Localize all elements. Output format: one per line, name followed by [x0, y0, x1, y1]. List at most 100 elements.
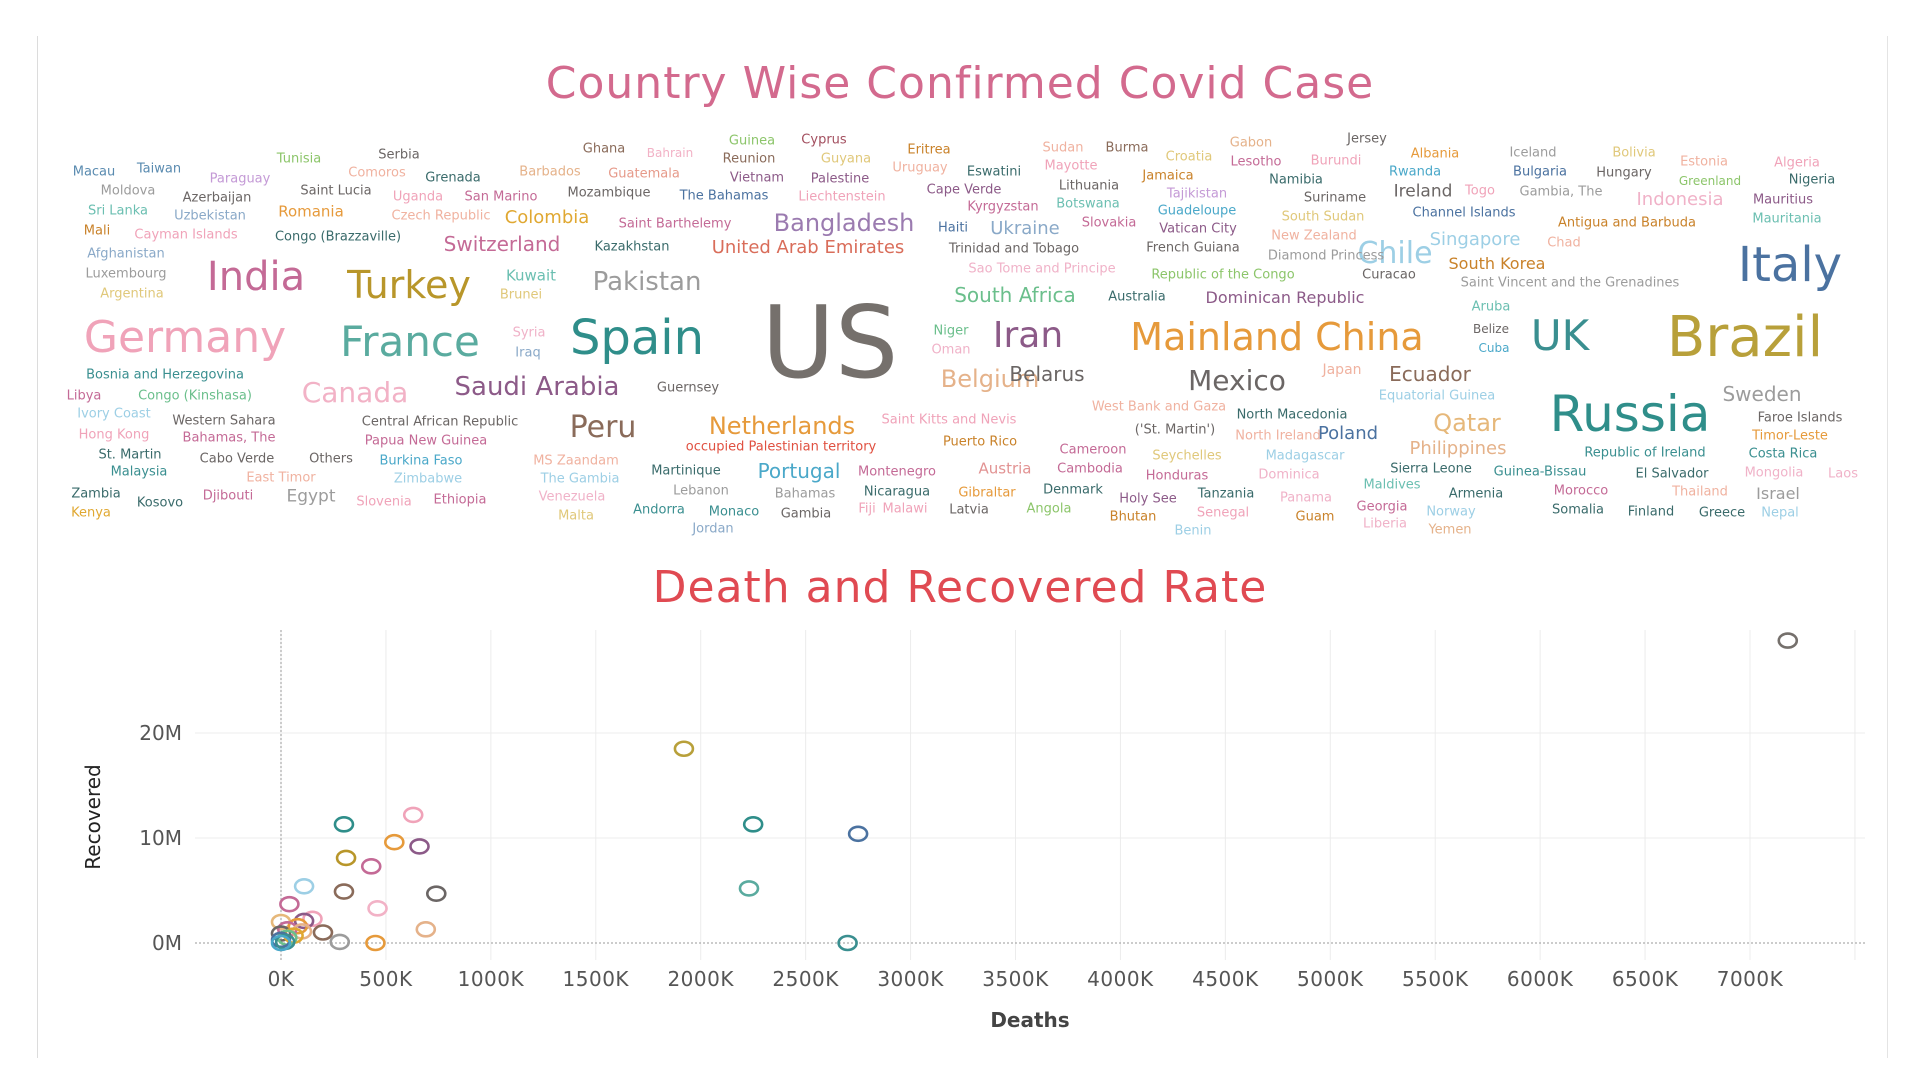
- wordcloud-word: Eritrea: [907, 142, 951, 158]
- x-tick-label: 5000K: [1297, 967, 1364, 991]
- wordcloud-word: Fiji: [858, 501, 876, 517]
- wordcloud-word: Chile: [1357, 236, 1433, 271]
- wordcloud-word: Belarus: [1009, 362, 1085, 386]
- wordcloud-word: Pakistan: [592, 267, 702, 297]
- wordcloud-word: Brazil: [1666, 305, 1824, 370]
- wordcloud-word: Indonesia: [1636, 189, 1724, 210]
- wordcloud-word: Panama: [1279, 490, 1333, 506]
- wordcloud-word: Thailand: [1672, 484, 1728, 500]
- wordcloud-word: Diamond Princess: [1267, 248, 1385, 264]
- wordcloud-word: Cambodia: [1057, 461, 1123, 477]
- scatter-point: [1777, 632, 1799, 649]
- wordcloud-word: Rwanda: [1388, 164, 1442, 180]
- frame-border-right: [1887, 36, 1888, 1058]
- scatter-point: [365, 934, 386, 952]
- wordcloud-word: Libya: [66, 388, 102, 404]
- wordcloud-word: Gambia: [780, 506, 832, 522]
- scatter-point: [293, 877, 315, 895]
- wordcloud-word: Georgia: [1356, 499, 1408, 515]
- wordcloud-word: West Bank and Gaza: [1091, 399, 1227, 415]
- wordcloud-word: Vietnam: [729, 170, 785, 186]
- x-tick-label: 4500K: [1192, 967, 1259, 991]
- wordcloud-word: Malta: [558, 508, 594, 524]
- wordcloud-word: Belize: [1473, 322, 1509, 336]
- wordcloud-word: Norway: [1426, 504, 1476, 520]
- x-tick-label: 7000K: [1717, 967, 1784, 991]
- wordcloud-word: Albania: [1410, 146, 1460, 162]
- wordcloud-word: Uzbekistan: [174, 208, 246, 224]
- wordcloud-word: Greenland: [1678, 174, 1742, 188]
- wordcloud-word: Malaysia: [110, 464, 168, 480]
- wordcloud-word: Angola: [1026, 501, 1072, 517]
- wordcloud-word: Peru: [569, 410, 637, 445]
- wordcloud-word: occupied Palestinian territory: [685, 439, 877, 455]
- wordcloud-word: Bosnia and Herzegovina: [86, 367, 244, 383]
- wordcloud-word: Singapore: [1429, 229, 1521, 250]
- wordcloud-word: Channel Islands: [1412, 205, 1516, 221]
- wordcloud-word: Qatar: [1433, 409, 1501, 437]
- wordcloud-word: Saint Vincent and the Grenadines: [1460, 275, 1680, 291]
- frame-border-left: [37, 36, 38, 1058]
- wordcloud-word: Ivory Coast: [77, 406, 151, 422]
- wordcloud-word: Cyprus: [801, 132, 847, 148]
- wordcloud-word: Andorra: [633, 502, 685, 518]
- wordcloud-word: South Africa: [954, 283, 1076, 307]
- scatter-point: [384, 833, 405, 851]
- x-tick-label: 1000K: [458, 967, 525, 991]
- wordcloud-word: France: [340, 317, 480, 366]
- wordcloud-word: Cabo Verde: [199, 451, 275, 467]
- wordcloud-word: Venezuela: [538, 489, 606, 505]
- wordcloud-word: Guinea-Bissau: [1493, 464, 1587, 480]
- wordcloud-word: Slovakia: [1081, 215, 1137, 231]
- wordcloud-word: Namibia: [1269, 172, 1323, 188]
- wordcloud-word: Slovenia: [356, 494, 412, 510]
- x-tick-label: 1500K: [563, 967, 630, 991]
- x-tick-label: 3000K: [877, 967, 944, 991]
- wordcloud-word: Jordan: [692, 521, 734, 537]
- x-tick-label: 6000K: [1507, 967, 1574, 991]
- wordcloud-word: Zambia: [71, 486, 121, 502]
- wordcloud-word: Tajikistan: [1166, 186, 1228, 202]
- wordcloud-word: Nicaragua: [863, 484, 931, 500]
- wordcloud-word: Equatorial Guinea: [1378, 388, 1496, 404]
- wordcloud-word: Burma: [1105, 140, 1149, 156]
- wordcloud-word: Mozambique: [567, 185, 651, 201]
- wordcloud-word: Sierra Leone: [1390, 461, 1472, 477]
- wordcloud-word: Saint Barthelemy: [618, 216, 732, 232]
- wordcloud-word: Lithuania: [1058, 178, 1120, 194]
- wordcloud-word: Russia: [1549, 385, 1711, 443]
- wordcloud-word: Faroe Islands: [1757, 410, 1843, 426]
- wordcloud-word: Egypt: [286, 486, 336, 507]
- wordcloud-word: Jersey: [1347, 131, 1387, 147]
- wordcloud-word: Dominica: [1258, 467, 1320, 483]
- death-recovered-scatter-chart: 0K 500K 1000K 1500K 2000K 2500K 3000K 3500K 4000…: [81, 630, 1865, 1032]
- wordcloud-word: Argentina: [100, 286, 164, 302]
- wordcloud-word: India: [206, 254, 306, 300]
- wordcloud-word: North Ireland: [1235, 428, 1321, 444]
- scatter-point: [360, 858, 382, 875]
- wordcloud-word: Kuwait: [505, 266, 557, 285]
- wordcloud-word: Senegal: [1196, 505, 1250, 521]
- wordcloud-word: Chad: [1547, 235, 1581, 251]
- wordcloud-word: Bulgaria: [1513, 164, 1567, 180]
- wordcloud-word: Morocco: [1553, 483, 1609, 499]
- scatter-point: [335, 849, 357, 867]
- wordcloud-word: Eswatini: [966, 164, 1022, 180]
- wordcloud-word: Mauritania: [1752, 211, 1822, 227]
- wordcloud-word: Saint Kitts and Nevis: [881, 412, 1017, 428]
- scatter-point: [847, 825, 869, 843]
- wordcloud-word: Bahamas: [774, 486, 836, 502]
- wordcloud-word: Sri Lanka: [87, 203, 149, 219]
- wordcloud-word: New Zealand: [1271, 228, 1357, 244]
- wordcloud-word: Israel: [1756, 484, 1800, 503]
- wordcloud-word: Belgium: [940, 365, 1040, 393]
- wordcloud-word: Moldova: [100, 183, 156, 199]
- wordcloud-word: Paraguay: [209, 171, 271, 187]
- wordcloud-word: Netherlands: [708, 412, 856, 440]
- wordcloud-word: Philippines: [1409, 438, 1507, 459]
- wordcloud-word: ('St. Martin'): [1134, 422, 1216, 438]
- scatter-point: [333, 816, 355, 833]
- wordcloud-word: Mali: [83, 223, 111, 239]
- wordcloud-word: Liechtenstein: [798, 189, 886, 205]
- wordcloud-word: Ecuador: [1389, 362, 1471, 386]
